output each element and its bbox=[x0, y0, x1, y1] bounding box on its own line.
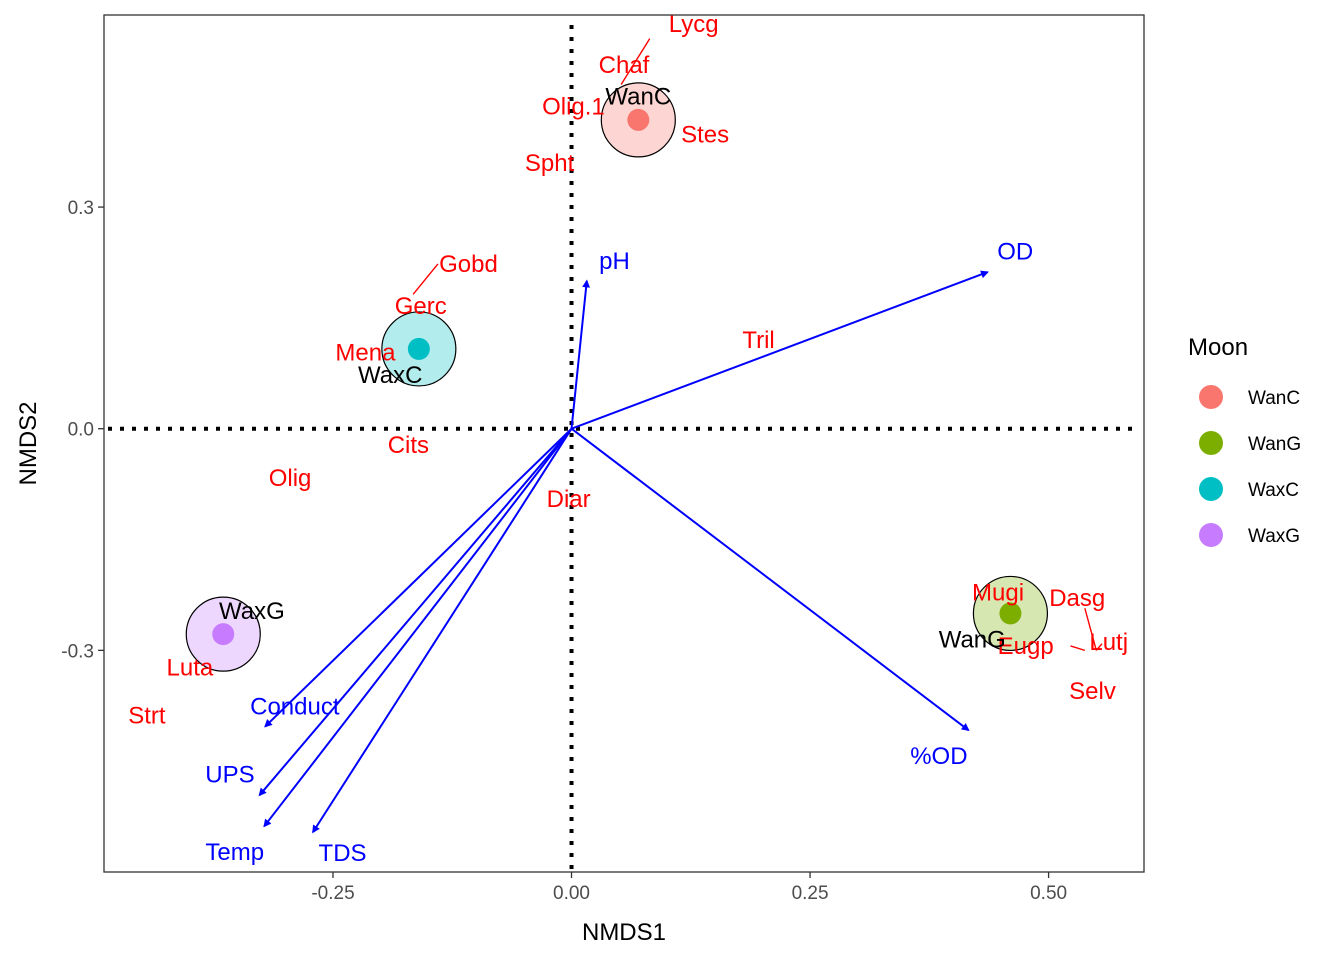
species-label: Olig.1 bbox=[542, 94, 605, 121]
species-label: Chaf bbox=[599, 52, 650, 79]
legend-key-waxg bbox=[1199, 523, 1223, 547]
group-label: WanG bbox=[939, 626, 1006, 653]
species-label: Eugp bbox=[998, 633, 1054, 660]
species-label: Mugi bbox=[972, 580, 1024, 607]
group-centroid-waxg bbox=[212, 623, 234, 645]
group-centroid-waxc bbox=[408, 338, 430, 360]
y-tick-label: 0.3 bbox=[68, 198, 94, 219]
species-label: Luta bbox=[167, 654, 214, 681]
vector-label: Temp bbox=[205, 839, 264, 866]
x-axis-title: NMDS1 bbox=[582, 919, 666, 946]
species-label: Selv bbox=[1069, 678, 1116, 705]
vector-label: OD bbox=[997, 238, 1033, 265]
legend-title: Moon bbox=[1188, 334, 1248, 361]
group-label: WanC bbox=[605, 83, 671, 110]
species-label: Spht bbox=[525, 150, 575, 177]
species-label: Lycg bbox=[669, 11, 719, 38]
vector-label: Conduct bbox=[250, 694, 340, 721]
species-label: Tril bbox=[742, 327, 774, 354]
vector-label: UPS bbox=[205, 761, 254, 788]
vector-label: TDS bbox=[319, 840, 367, 867]
y-tick-label: -0.3 bbox=[61, 641, 94, 662]
x-tick-label: 0.25 bbox=[792, 883, 829, 904]
legend-key-wanc bbox=[1199, 385, 1223, 409]
legend-label-wang: WanG bbox=[1248, 434, 1301, 455]
species-label: Stes bbox=[681, 122, 729, 149]
species-label: Diar bbox=[547, 486, 591, 513]
x-tick-label: -0.25 bbox=[311, 883, 354, 904]
group-centroid-wanc bbox=[627, 109, 649, 131]
species-label: Lutj bbox=[1089, 629, 1128, 656]
species-label: Olig bbox=[269, 465, 312, 492]
vector-label: pH bbox=[599, 248, 630, 275]
legend-label-wanc: WanC bbox=[1248, 388, 1300, 409]
species-label: Strt bbox=[128, 702, 166, 729]
vector-label: %OD bbox=[910, 743, 967, 770]
x-tick-label: 0.00 bbox=[553, 883, 590, 904]
legend-key-waxc bbox=[1199, 477, 1223, 501]
y-axis-title: NMDS2 bbox=[15, 401, 42, 485]
x-tick-label: 0.50 bbox=[1030, 883, 1067, 904]
legend-key-wang bbox=[1199, 431, 1223, 455]
species-label: Gobd bbox=[439, 251, 498, 278]
species-label: Cits bbox=[388, 432, 429, 459]
group-label: WaxG bbox=[219, 598, 285, 625]
group-label: WaxC bbox=[358, 362, 422, 389]
legend-label-waxg: WaxG bbox=[1248, 526, 1300, 547]
species-label: Dasg bbox=[1049, 585, 1105, 612]
legend-label-waxc: WaxC bbox=[1248, 480, 1299, 501]
species-label: Gerc bbox=[395, 293, 447, 320]
y-tick-label: 0.0 bbox=[68, 420, 94, 441]
